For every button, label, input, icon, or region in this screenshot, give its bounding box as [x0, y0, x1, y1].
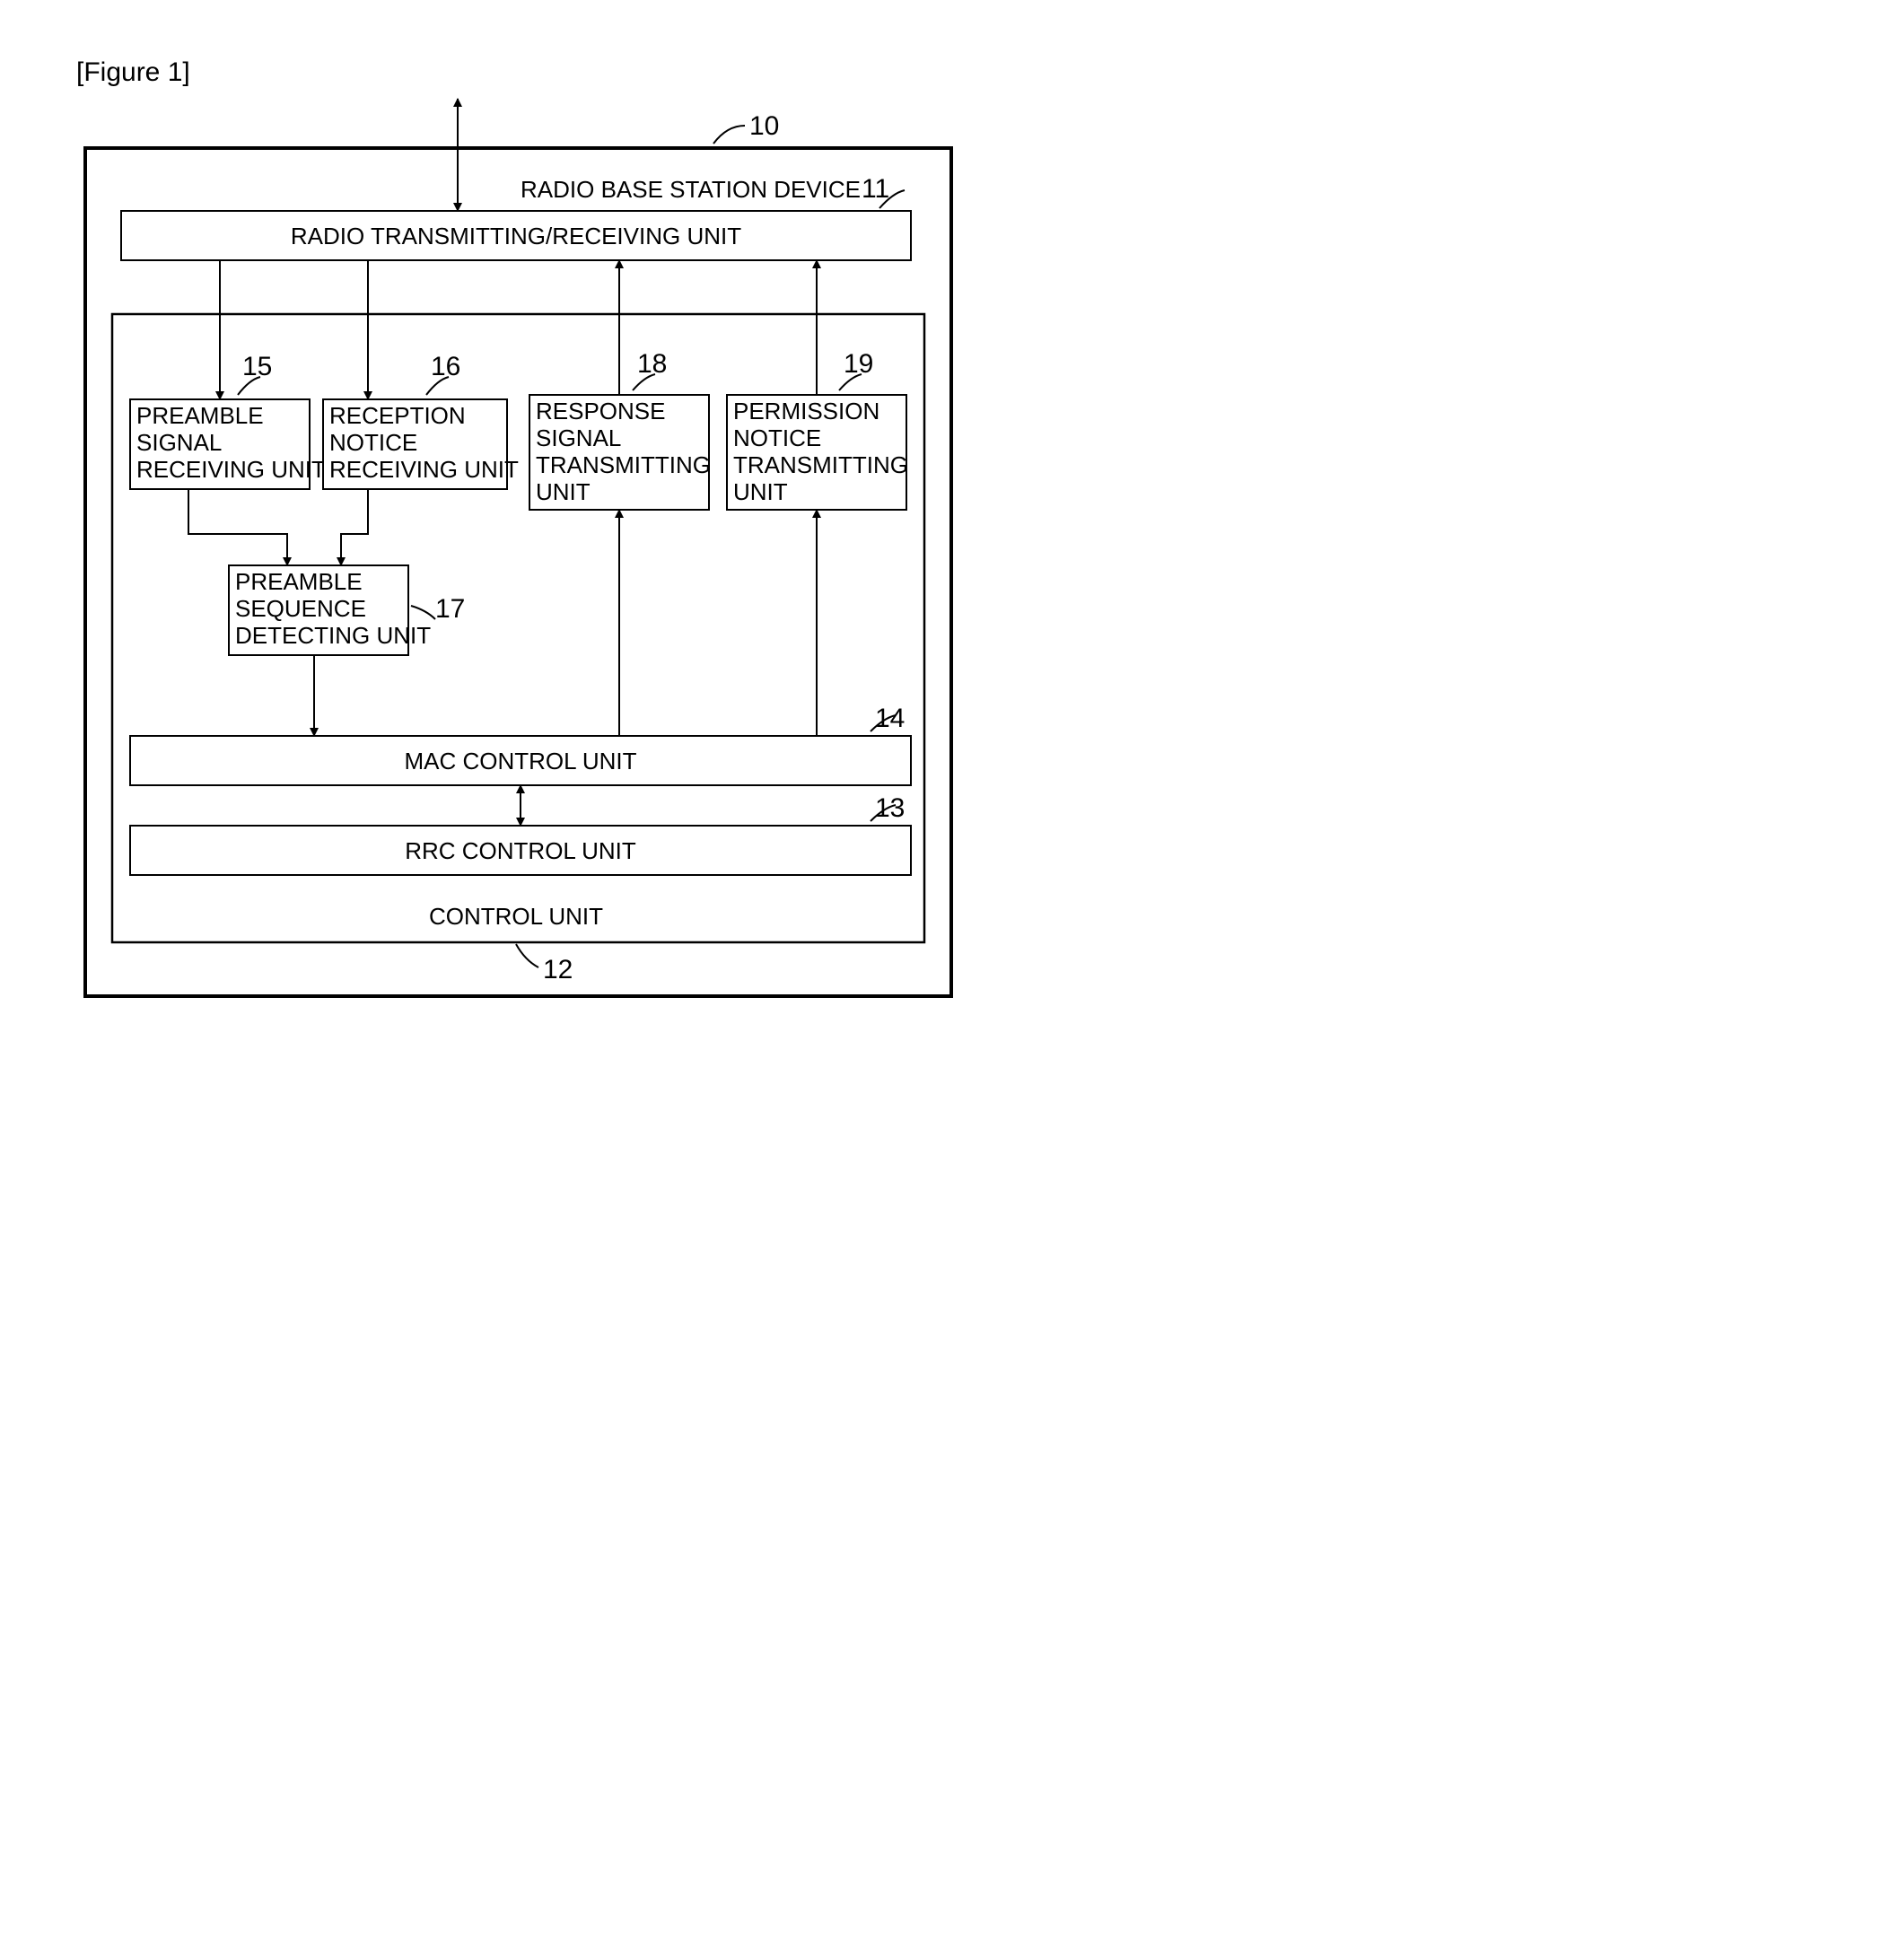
ref17-leader — [411, 606, 435, 619]
b15-l1: PREAMBLE — [136, 402, 264, 429]
ref-18: 18 — [637, 349, 667, 379]
b17-l3: DETECTING UNIT — [235, 622, 431, 649]
outer-label: RADIO BASE STATION DEVICE — [521, 176, 861, 203]
ref-14: 14 — [875, 704, 905, 733]
b18-l4: UNIT — [536, 478, 591, 505]
arrow-15-to-17 — [188, 489, 287, 565]
b15-l2: SIGNAL — [136, 429, 222, 456]
b18-l3: TRANSMITTING — [536, 451, 711, 478]
diagram-root: [Figure 1] 10 RADIO BASE STATION DEVICE … — [36, 36, 981, 1016]
b16-l3: RECEIVING UNIT — [329, 456, 519, 483]
b19-l4: UNIT — [733, 478, 788, 505]
arrow-16-to-17 — [341, 489, 368, 565]
b17-l2: SEQUENCE — [235, 595, 366, 622]
b19-l2: NOTICE — [733, 424, 821, 451]
rrc-label: RRC CONTROL UNIT — [405, 837, 636, 864]
ref-11: 11 — [862, 174, 889, 204]
ref10-leader — [713, 126, 745, 144]
ref-17: 17 — [435, 594, 465, 624]
ref12-leader — [516, 944, 538, 967]
b19-l1: PERMISSION — [733, 398, 879, 424]
ref-16: 16 — [431, 352, 460, 381]
b18-l2: SIGNAL — [536, 424, 621, 451]
ref-10: 10 — [749, 111, 779, 141]
b19-l3: TRANSMITTING — [733, 451, 908, 478]
control-unit-label: CONTROL UNIT — [429, 903, 603, 930]
b15-l3: RECEIVING UNIT — [136, 456, 326, 483]
mac-label: MAC CONTROL UNIT — [404, 748, 636, 774]
b17-l1: PREAMBLE — [235, 568, 363, 595]
ref-12: 12 — [543, 955, 573, 984]
ref-13: 13 — [875, 793, 905, 823]
b18-l1: RESPONSE — [536, 398, 666, 424]
figure-label: [Figure 1] — [76, 57, 190, 87]
ref-15: 15 — [242, 352, 272, 381]
ref-19: 19 — [844, 349, 873, 379]
b16-l1: RECEPTION — [329, 402, 466, 429]
b16-l2: NOTICE — [329, 429, 417, 456]
radio-unit-label: RADIO TRANSMITTING/RECEIVING UNIT — [291, 223, 741, 249]
